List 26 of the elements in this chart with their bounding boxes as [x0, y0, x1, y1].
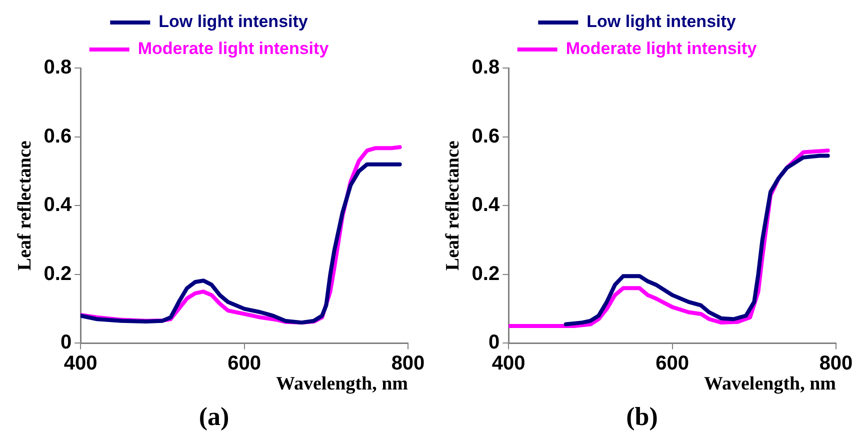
legend-label: Low light intensity [158, 12, 308, 32]
y-tick-label: 0 [488, 332, 500, 354]
x-tick-label: 800 [391, 352, 425, 375]
legend-label: Moderate light intensity [138, 39, 330, 58]
text: (a) [198, 402, 230, 432]
y-axis-title: Leaf reflectance [442, 140, 464, 271]
y-tick-label: 0.4 [472, 194, 500, 216]
y-axis-title: Leaf reflectance [14, 140, 36, 271]
y-tick-label: 0.4 [44, 194, 72, 216]
y-tick-label: 0.2 [472, 262, 500, 285]
text: (b) [625, 402, 659, 432]
x-tick-label: 800 [819, 352, 853, 375]
x-tick-label: 400 [64, 352, 98, 375]
y-tick-label: 0.8 [472, 56, 500, 79]
y-tick-label: 0.8 [44, 56, 72, 79]
x-tick-label: 600 [656, 352, 689, 375]
x-tick-label: 400 [492, 352, 526, 375]
legend-label: Low light intensity [586, 12, 736, 32]
y-tick-label: 0.6 [44, 125, 72, 148]
y-tick-label: 0.2 [44, 262, 72, 285]
legend-label: Moderate light intensity [566, 39, 758, 58]
y-tick-label: 0.6 [472, 125, 500, 148]
x-tick-label: 600 [228, 352, 261, 375]
x-axis-title: Wavelength, nm [276, 374, 408, 395]
y-tick-label: 0 [60, 332, 72, 354]
x-axis-title: Wavelength, nm [704, 374, 836, 395]
